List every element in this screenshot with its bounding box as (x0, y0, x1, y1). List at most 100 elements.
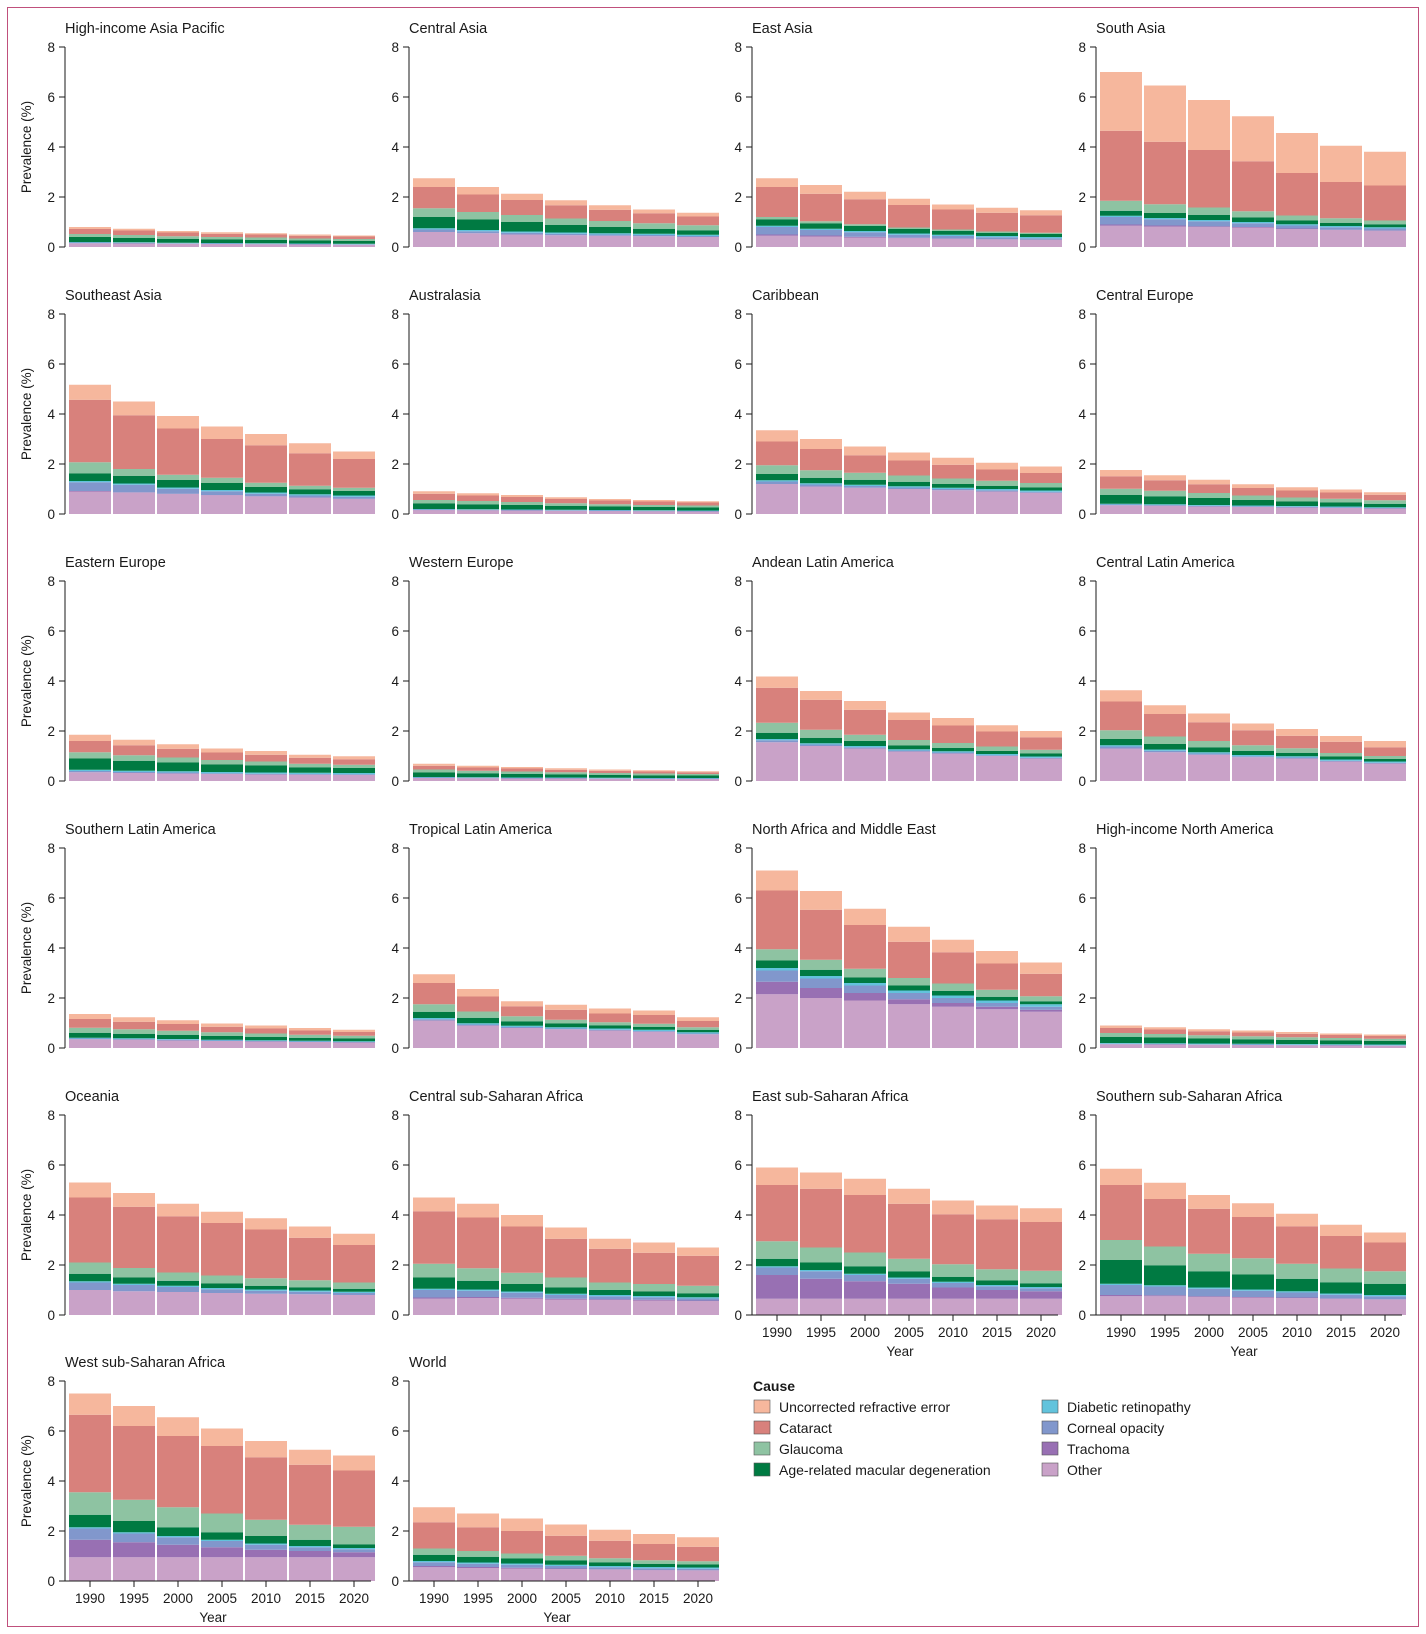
bar-segment-other-2015 (633, 1300, 675, 1315)
bar-segment-cataract-1990 (413, 1211, 455, 1264)
bar-segment-refractive-2015 (289, 1028, 331, 1031)
bar-segment-refractive-2005 (545, 1227, 587, 1239)
bar-segment-corneal-1995 (800, 1271, 842, 1279)
bar-segment-corneal-2020 (1364, 1296, 1406, 1300)
bar-segment-amd-1995 (457, 1280, 499, 1290)
y-tick-label: 4 (47, 140, 55, 155)
bar-segment-diabetic-2010 (1276, 1291, 1318, 1293)
bar-segment-corneal-1990 (756, 227, 798, 235)
bar-segment-corneal-2010 (932, 236, 974, 239)
y-tick-label: 4 (47, 1208, 55, 1223)
bar-segment-cataract-1990 (756, 687, 798, 723)
bar-segment-glaucoma-2000 (501, 1553, 543, 1559)
bar-segment-cataract-1990 (1100, 476, 1142, 489)
bar-segment-diabetic-1990 (413, 228, 455, 230)
bar-segment-amd-1990 (413, 1011, 455, 1018)
bar-segment-corneal-1990 (1100, 504, 1142, 506)
bar-segment-amd-2015 (976, 485, 1018, 489)
bar-segment-amd-1995 (113, 1521, 155, 1533)
bar-segment-glaucoma-2005 (1232, 1036, 1274, 1040)
bar-segment-glaucoma-2010 (1276, 215, 1318, 221)
bar-segment-corneal-1990 (413, 1290, 455, 1298)
bar-segment-refractive-1995 (1144, 1027, 1186, 1030)
y-tick-label: 6 (1078, 624, 1086, 639)
bar-segment-amd-1990 (1100, 1260, 1142, 1284)
bar-segment-other-2015 (289, 497, 331, 514)
bar-segment-other-2005 (888, 238, 930, 247)
bar-segment-other-2010 (932, 1006, 974, 1048)
panel-western-europe: Western Europe 0 2 4 6 8 (391, 555, 719, 789)
bar-segment-diabetic-1995 (457, 230, 499, 232)
bar-segment-other-2005 (545, 1299, 587, 1315)
bar-segment-corneal-2000 (501, 510, 543, 511)
bar-segment-cataract-1995 (800, 699, 842, 730)
bar-segment-corneal-2015 (633, 510, 675, 512)
bar-segment-trachoma-2005 (201, 1547, 243, 1558)
bar-segment-refractive-2000 (1188, 479, 1230, 485)
bar-segment-glaucoma-1990 (756, 949, 798, 961)
bar-segment-amd-1995 (800, 477, 842, 484)
x-axis-label: Year (886, 1344, 914, 1359)
bar-segment-cataract-1995 (457, 1217, 499, 1269)
figure-frame (7, 7, 1419, 1627)
bar-segment-cataract-2015 (633, 1252, 675, 1284)
bar-segment-corneal-2015 (1320, 760, 1362, 762)
bar-segment-trachoma-2020 (1020, 1291, 1062, 1299)
bar-segment-other-2005 (201, 774, 243, 781)
bar-segment-refractive-2010 (245, 1441, 287, 1458)
bar-segment-diabetic-1995 (457, 777, 499, 778)
bar-segment-diabetic-2005 (888, 990, 930, 993)
bar-segment-other-1995 (457, 510, 499, 514)
bar-segment-refractive-2000 (501, 495, 543, 497)
panel-central-latin-america: Central Latin America 0 2 4 6 8 (1078, 555, 1406, 789)
bar-segment-amd-2010 (589, 1562, 631, 1566)
bar-segment-amd-1995 (113, 476, 155, 484)
bar-segment-other-1990 (413, 1567, 455, 1581)
bar-segment-diabetic-2000 (501, 231, 543, 233)
bar-segment-other-2000 (157, 494, 199, 514)
y-tick-label: 6 (391, 891, 399, 906)
bar-segment-diabetic-1990 (756, 1266, 798, 1268)
bar-segment-corneal-2000 (157, 243, 199, 244)
bar-segment-trachoma-2015 (633, 1299, 675, 1301)
bar-segment-amd-2015 (289, 767, 331, 773)
bar-segment-glaucoma-2020 (333, 764, 375, 768)
bar-segment-other-2005 (888, 1004, 930, 1048)
bar-segment-refractive-2005 (201, 748, 243, 753)
bar-segment-amd-2000 (501, 1558, 543, 1564)
bar-segment-other-1990 (413, 778, 455, 781)
bar-segment-other-2005 (888, 1298, 930, 1315)
x-tick-label: 2015 (639, 1591, 669, 1606)
bar-segment-corneal-2020 (1364, 228, 1406, 231)
bar-segment-other-2000 (844, 748, 886, 781)
bar-segment-amd-1995 (1144, 496, 1186, 505)
bar-segment-glaucoma-1990 (756, 465, 798, 474)
bar-segment-diabetic-2015 (1320, 226, 1362, 228)
bar-segment-refractive-2015 (1320, 736, 1362, 742)
bar-segment-amd-2010 (589, 227, 631, 234)
bar-segment-amd-2010 (1276, 220, 1318, 225)
bar-segment-other-1995 (800, 1298, 842, 1315)
bar-segment-refractive-1990 (413, 178, 455, 187)
bar-segment-other-2020 (1020, 1298, 1062, 1315)
bar-segment-corneal-2010 (245, 1290, 287, 1294)
bar-segment-corneal-2000 (844, 486, 886, 488)
bar-segment-amd-1990 (1100, 495, 1142, 504)
legend-label-amd: Age-related macular degeneration (779, 1462, 991, 1478)
bar-segment-glaucoma-2000 (1188, 1035, 1230, 1039)
bar-segment-other-2020 (333, 1295, 375, 1315)
legend-swatch-diabetic (1041, 1399, 1059, 1414)
bar-segment-corneal-2005 (888, 1278, 930, 1284)
bar-segment-corneal-2020 (333, 244, 375, 245)
y-tick-label: 0 (1078, 774, 1086, 789)
bar-segment-other-1995 (1144, 752, 1186, 781)
bar-segment-amd-2020 (1364, 1041, 1406, 1045)
bar-segment-glaucoma-2020 (677, 225, 719, 231)
bar-segment-diabetic-2015 (1320, 506, 1362, 508)
bar-segment-cataract-1990 (1100, 1028, 1142, 1033)
bar-segment-refractive-2020 (1364, 492, 1406, 495)
bar-segment-glaucoma-1990 (69, 1492, 111, 1515)
bar-segment-corneal-1995 (457, 509, 499, 511)
bar-segment-glaucoma-1995 (113, 1029, 155, 1034)
bar-segment-corneal-1995 (457, 1024, 499, 1026)
